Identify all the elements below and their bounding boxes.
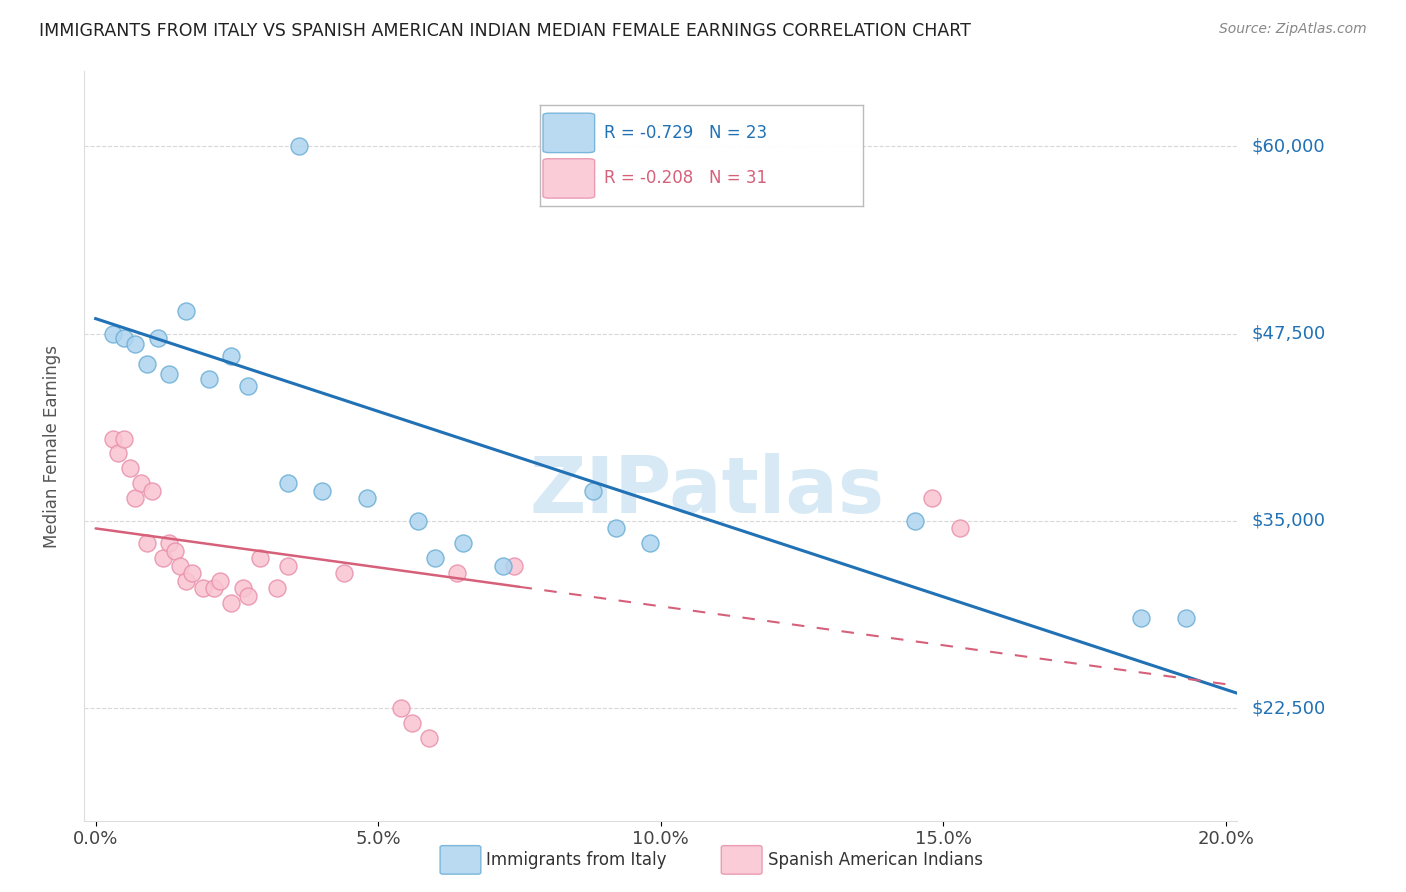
Point xyxy=(174,574,197,588)
Point xyxy=(208,574,231,588)
Point xyxy=(904,514,927,528)
Point xyxy=(180,566,202,581)
Point xyxy=(174,304,197,318)
Point xyxy=(266,582,288,596)
Text: $60,000: $60,000 xyxy=(1251,137,1324,155)
Point xyxy=(389,701,412,715)
Point xyxy=(238,379,260,393)
Point xyxy=(921,491,943,506)
Point xyxy=(232,582,254,596)
Point xyxy=(146,331,169,345)
Point xyxy=(311,483,333,498)
Point xyxy=(406,514,429,528)
Point xyxy=(418,731,440,746)
Point xyxy=(135,536,157,550)
Text: Immigrants from Italy: Immigrants from Italy xyxy=(486,851,666,869)
Point xyxy=(333,566,356,581)
Point xyxy=(502,558,524,573)
Point xyxy=(157,367,180,381)
Text: $22,500: $22,500 xyxy=(1251,699,1326,717)
Point xyxy=(605,521,627,535)
Text: Spanish American Indians: Spanish American Indians xyxy=(768,851,983,869)
Point xyxy=(277,476,299,491)
Text: Source: ZipAtlas.com: Source: ZipAtlas.com xyxy=(1219,22,1367,37)
Point xyxy=(112,331,135,345)
Point xyxy=(124,337,146,351)
Point xyxy=(135,357,157,371)
Point xyxy=(221,596,243,610)
Point xyxy=(197,371,219,385)
Point xyxy=(101,326,124,341)
Point xyxy=(1130,611,1153,625)
Point xyxy=(356,491,378,506)
Y-axis label: Median Female Earnings: Median Female Earnings xyxy=(42,344,60,548)
Point xyxy=(112,432,135,446)
Point xyxy=(124,491,146,506)
Point xyxy=(401,716,423,731)
Point xyxy=(277,558,299,573)
Point xyxy=(249,551,271,566)
Text: IMMIGRANTS FROM ITALY VS SPANISH AMERICAN INDIAN MEDIAN FEMALE EARNINGS CORRELAT: IMMIGRANTS FROM ITALY VS SPANISH AMERICA… xyxy=(39,22,972,40)
Point xyxy=(423,551,446,566)
Point xyxy=(949,521,972,535)
Point xyxy=(163,544,186,558)
Point xyxy=(191,582,214,596)
Point xyxy=(1175,611,1198,625)
Point xyxy=(451,536,474,550)
Point xyxy=(221,349,243,363)
Point xyxy=(202,582,225,596)
Point xyxy=(491,558,513,573)
Point xyxy=(446,566,468,581)
Point xyxy=(118,461,141,475)
Point xyxy=(169,558,191,573)
Text: ZIPatlas: ZIPatlas xyxy=(530,453,884,529)
Point xyxy=(288,139,311,153)
Point xyxy=(129,476,152,491)
Point xyxy=(638,536,661,550)
Point xyxy=(101,432,124,446)
Text: $47,500: $47,500 xyxy=(1251,325,1326,343)
Point xyxy=(157,536,180,550)
Point xyxy=(238,589,260,603)
Point xyxy=(141,483,163,498)
Point xyxy=(107,446,129,460)
Point xyxy=(152,551,174,566)
Point xyxy=(582,483,605,498)
Text: $35,000: $35,000 xyxy=(1251,512,1326,530)
